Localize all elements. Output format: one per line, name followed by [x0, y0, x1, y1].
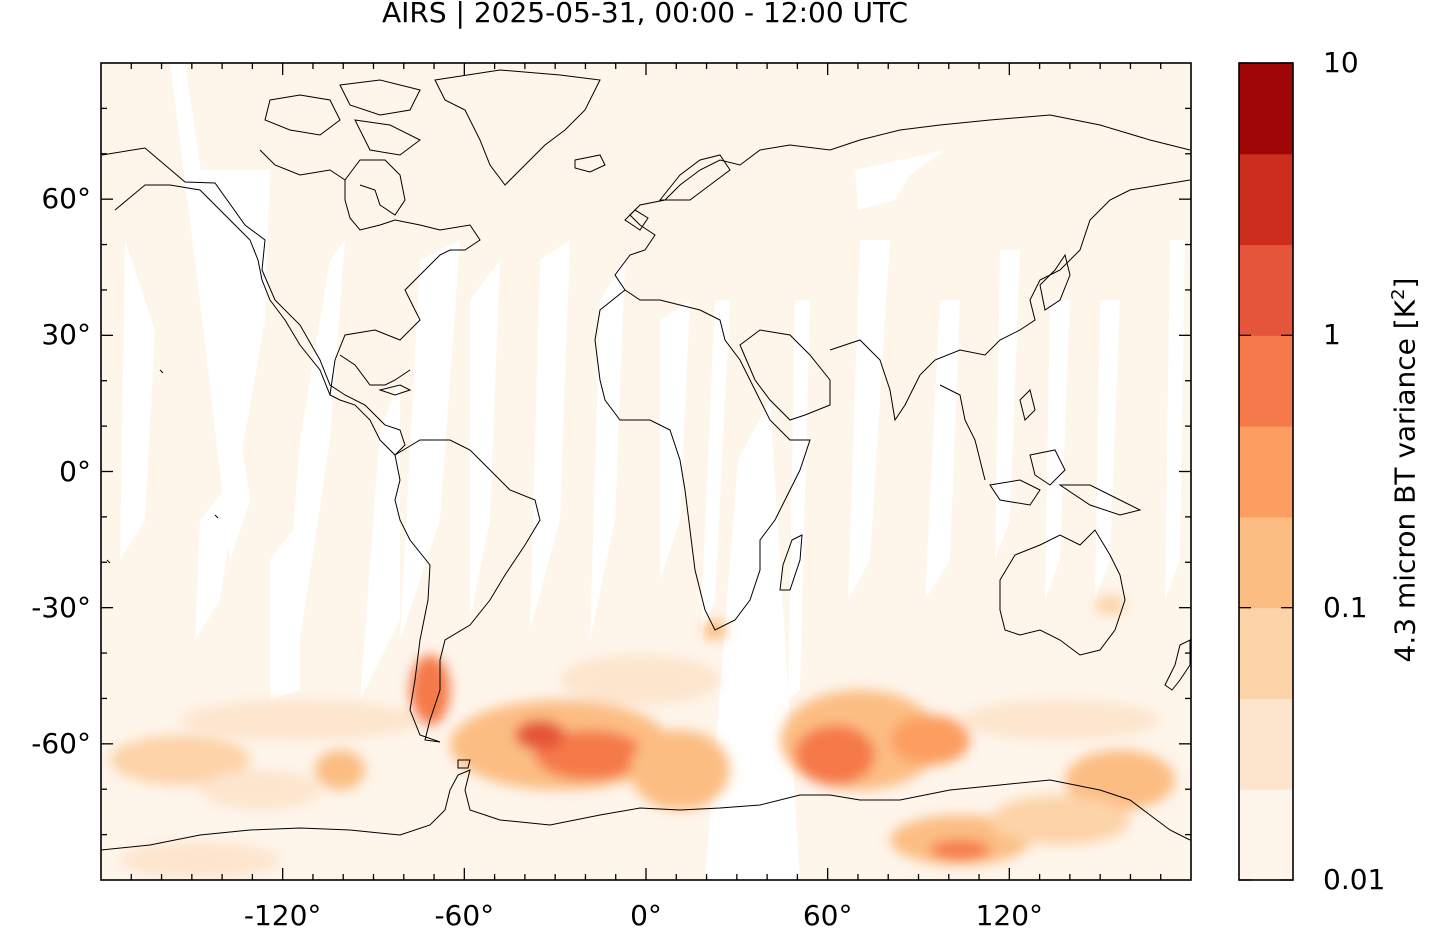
lon-label: 60°	[802, 899, 853, 932]
lat-label: -30°	[31, 590, 91, 624]
colorbar-segment	[1239, 426, 1293, 518]
lon-label: 120°	[975, 899, 1044, 932]
lon-label: -60°	[434, 899, 495, 932]
lat-label: -60°	[31, 726, 91, 760]
variance-field	[110, 595, 1175, 878]
colorbar-segment	[1239, 516, 1293, 609]
colorbar-segment	[1239, 335, 1293, 427]
map-title: AIRS | 2025-05-31, 00:00 - 12:00 UTC	[381, 0, 909, 29]
colorbar-segment	[1239, 698, 1293, 790]
colorbar-segment	[1239, 63, 1293, 155]
map-ticks	[101, 63, 1191, 880]
colorbar-segment	[1239, 789, 1293, 881]
lon-label: -120°	[243, 899, 322, 932]
colorbar-segment	[1239, 244, 1293, 336]
colorbar-label: 1	[1323, 318, 1341, 352]
colorbar-segment	[1239, 153, 1293, 246]
coastlines	[101, 69, 1191, 851]
lon-label: 0°	[630, 899, 662, 932]
colorbar-title-main: 4.3 micron BT variance [K	[1388, 299, 1422, 663]
lat-label: 60°	[41, 182, 91, 216]
lat-label: 30°	[41, 318, 91, 352]
colorbar-title-end: ]	[1388, 277, 1422, 289]
colorbar-label: 10	[1323, 46, 1359, 79]
colorbar-segment	[1239, 607, 1293, 699]
colorbar-label: 0.1	[1323, 590, 1368, 624]
colorbar-title-superscript: 2	[1388, 288, 1410, 300]
colorbar-ticks	[1239, 62, 1293, 881]
colorbar-title: 4.3 micron BT variance [K2]	[1388, 277, 1422, 663]
colorbar	[1238, 62, 1294, 881]
colorbar-frame	[1238, 62, 1294, 881]
colorbar-label: 0.01	[1323, 863, 1386, 896]
lat-label: 0°	[59, 454, 91, 488]
